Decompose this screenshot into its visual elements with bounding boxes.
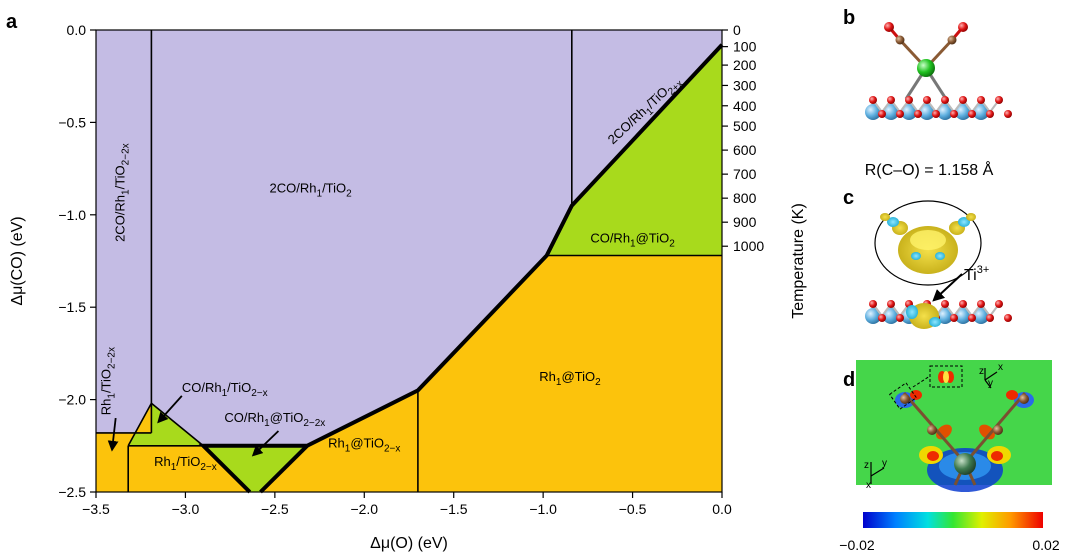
- y-axis-ticks: −2.5 −2.0 −1.5 −1.0 −0.5 0.0: [58, 22, 96, 500]
- region-label-9: Rh1@TiO2: [539, 369, 601, 388]
- region-label-5: CO/Rh1/TiO2−x: [182, 380, 268, 399]
- x-tick-label-4: −1.5: [440, 501, 468, 517]
- region-label-7: Rh1/TiO2−x: [154, 454, 217, 473]
- region-label-6: CO/Rh1@TiO2−2x: [224, 410, 325, 429]
- region-label-4: Rh1/TiO2−2x: [98, 347, 117, 415]
- ti-ion-charge: 3+: [977, 264, 990, 276]
- temperature-tick-label-10: 1000: [733, 238, 764, 254]
- bond-length-caption: R(C–O) = 1.158 Å: [865, 160, 994, 179]
- x-tick-label-6: −0.5: [619, 501, 647, 517]
- x-tick-label-0: −3.5: [82, 501, 110, 517]
- label-arrow-1: [157, 395, 183, 424]
- x-tick-label-2: −2.5: [261, 501, 289, 517]
- label-arrow-0: [107, 417, 119, 452]
- x-tick-label-1: −3.0: [172, 501, 200, 517]
- temperature-tick-label-1: 100: [733, 39, 757, 55]
- colorbar: [863, 512, 1043, 528]
- axis-x-label-bottom: x: [866, 480, 871, 491]
- colorbar-max-label: 0.02: [1032, 537, 1059, 553]
- boundary-line-1: [259, 444, 309, 494]
- x-tick-label-3: −2.0: [350, 501, 378, 517]
- temperature-tick-label-6: 600: [733, 142, 757, 158]
- label-arrows: [107, 395, 280, 457]
- region-label-0: 2CO/Rh1/TiO2: [270, 181, 353, 200]
- colorbar-min-label: −0.02: [839, 537, 875, 553]
- region-label-1: 2CO/Rh1/TiO2−2x: [113, 143, 132, 242]
- y-tick-label-4: −0.5: [58, 114, 86, 130]
- panel-letter-c: c: [843, 187, 854, 209]
- temperature-tick-label-7: 700: [733, 166, 757, 182]
- temperature-tick-label-4: 400: [733, 98, 757, 114]
- boundary-line-7: [150, 402, 204, 447]
- temperature-tick-label-5: 500: [733, 118, 757, 134]
- region-label-3: CO/Rh1@TiO2: [590, 231, 675, 250]
- axis-x-label-top: x: [998, 362, 1003, 373]
- axis-y-label-top: y: [988, 378, 993, 389]
- temperature-tick-label-2: 200: [733, 57, 757, 73]
- temperature-tick-label-9: 900: [733, 214, 757, 230]
- ti-ion-symbol: Ti: [964, 267, 977, 284]
- phase-boundaries: [96, 30, 724, 494]
- structure-b: [865, 22, 1012, 120]
- region-label-8: Rh1@TiO2−x: [328, 436, 400, 455]
- x-tick-label-5: −1.0: [529, 501, 557, 517]
- phase-regions: [95, 29, 723, 493]
- structure-c: [865, 200, 1012, 329]
- plot-frame: [95, 29, 723, 493]
- axis-y-label-bottom: y: [882, 458, 887, 469]
- boundary-line-8: [127, 402, 153, 447]
- label-arrow-2: [251, 430, 280, 457]
- temperature-axis-label: Temperature (K): [790, 203, 807, 319]
- panel-letter-d: d: [843, 369, 855, 391]
- temperature-tick-label-8: 800: [733, 190, 757, 206]
- x-axis-ticks: −3.5 −3.0 −2.5 −2.0 −1.5 −1.0 −0.5 0.0: [82, 492, 732, 517]
- temperature-tick-label-0: 0: [733, 22, 741, 38]
- ti-ion-label: Ti3+: [964, 264, 989, 284]
- y-tick-label-2: −1.5: [58, 299, 86, 315]
- y-tick-label-5: 0.0: [67, 22, 87, 38]
- y-axis-label: Δμ(CO) (eV): [9, 216, 26, 305]
- x-tick-label-7: 0.0: [712, 501, 732, 517]
- x-axis-label: Δμ(O) (eV): [370, 535, 448, 552]
- y-tick-label-0: −2.5: [58, 484, 86, 500]
- panel-letter-b: b: [843, 7, 855, 29]
- density-map-d: [856, 360, 1052, 492]
- y-tick-label-1: −2.0: [58, 392, 86, 408]
- axis-z-label-bottom: z: [864, 460, 869, 471]
- temperature-tick-label-3: 300: [733, 77, 757, 93]
- axis-z-label-top: z: [979, 366, 984, 377]
- panel-letter-a: a: [6, 11, 18, 33]
- y-tick-label-3: −1.0: [58, 207, 86, 223]
